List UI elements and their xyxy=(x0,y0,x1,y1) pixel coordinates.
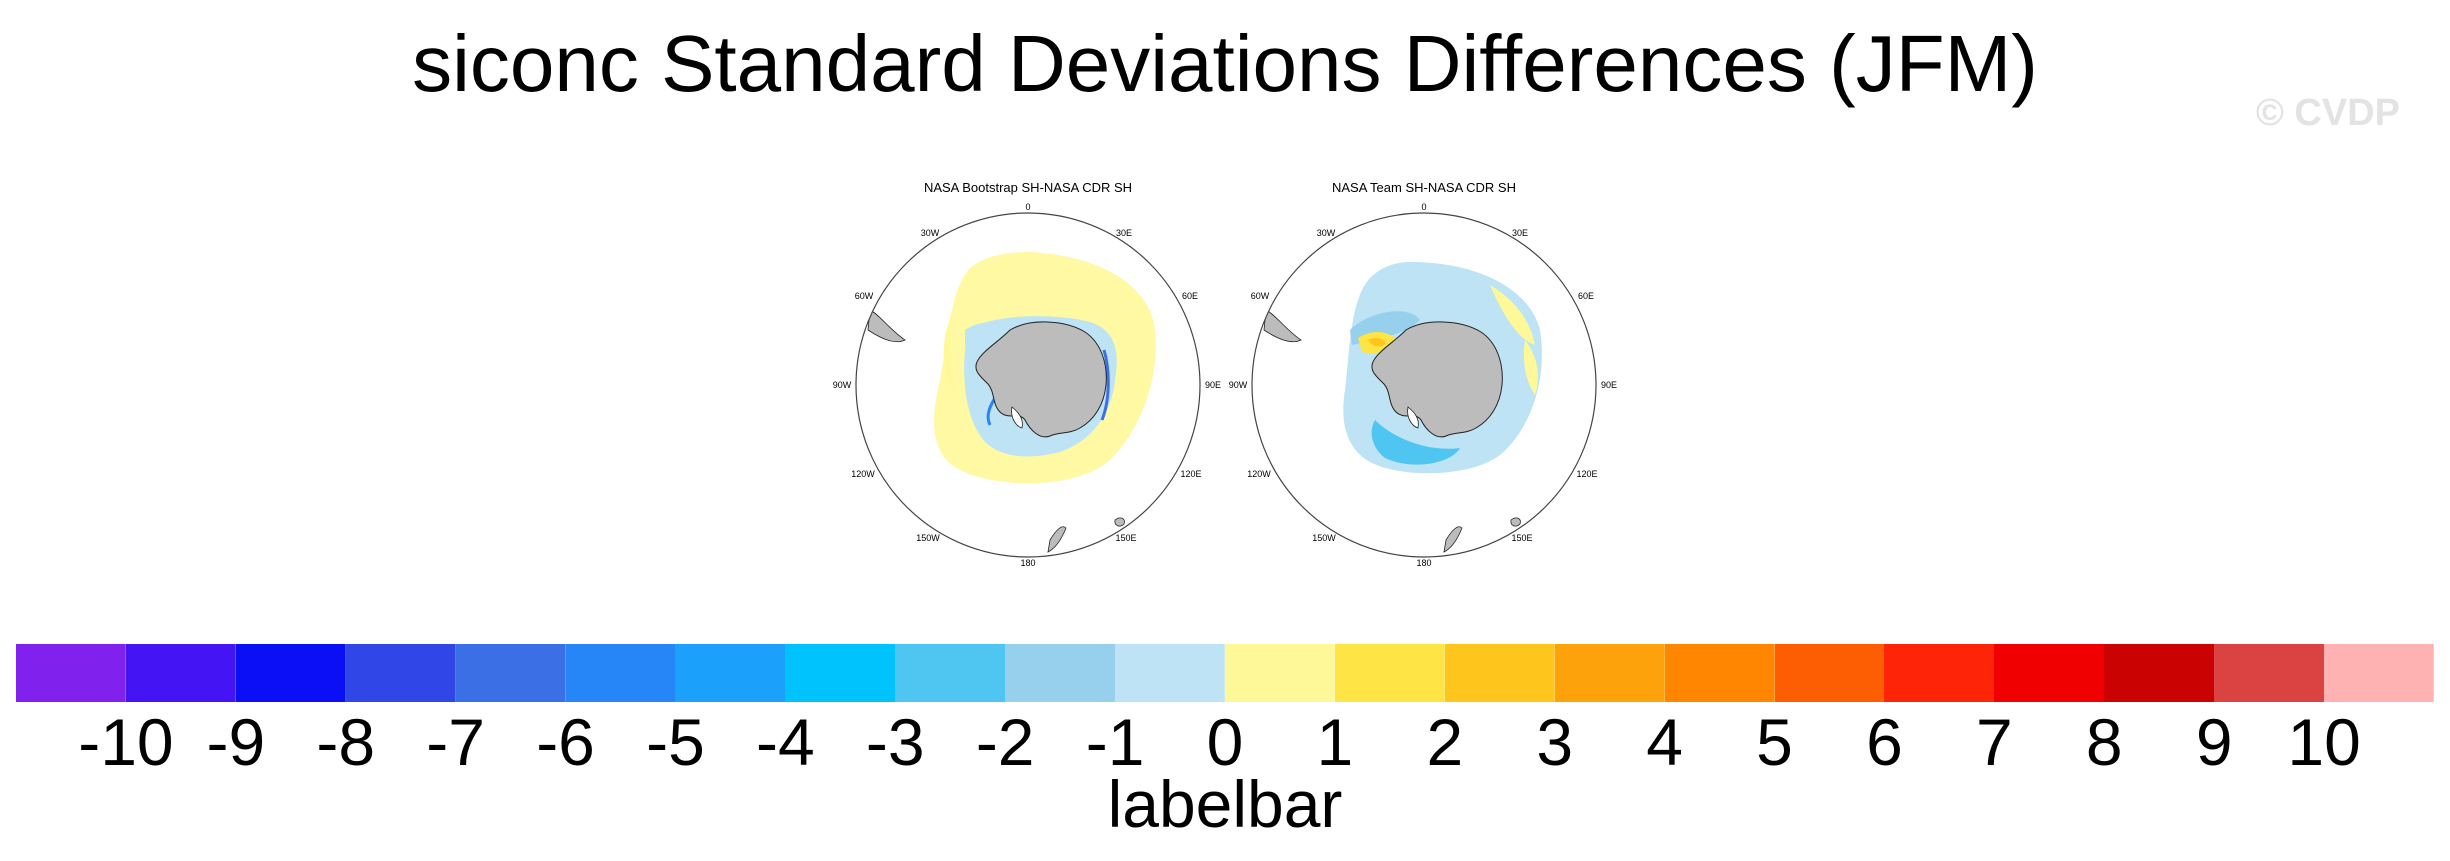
lon-label: 150E xyxy=(1115,533,1136,543)
labelbar-color-box xyxy=(455,644,567,702)
lon-label: 60W xyxy=(1251,291,1270,301)
labelbar-color-box xyxy=(125,644,237,702)
labelbar-tick-label: 3 xyxy=(1536,705,1574,779)
labelbar-tick-label: -9 xyxy=(206,705,266,779)
labelbar-color-box xyxy=(1444,644,1556,702)
labelbar-color-box xyxy=(2104,644,2215,702)
color-labelbar xyxy=(16,644,2435,702)
labelbar-tick-label: -3 xyxy=(865,705,925,779)
labelbar-tick-label: 8 xyxy=(2085,705,2123,779)
lon-label: 30W xyxy=(1317,228,1336,238)
watermark: © CVDP xyxy=(2255,92,2400,134)
labelbar-color-box xyxy=(345,644,457,702)
labelbar-color-box xyxy=(1554,644,1666,702)
lon-label: 120E xyxy=(1576,469,1597,479)
labelbar-tick-label: -1 xyxy=(1085,705,1145,779)
lon-label: 90W xyxy=(1229,380,1248,390)
labelbar-color-box xyxy=(895,644,1006,702)
page-title: siconc Standard Deviations Differences (… xyxy=(412,19,2038,108)
labelbar-tick-label: -7 xyxy=(426,705,485,779)
labelbar-color-box xyxy=(1664,644,1776,702)
antarctica-land xyxy=(1371,321,1503,438)
labelbar-tick-label: 0 xyxy=(1206,705,1244,779)
lon-label: 60E xyxy=(1182,291,1198,301)
lon-label: 90E xyxy=(1205,380,1221,390)
lon-label: 90E xyxy=(1601,380,1617,390)
labelbar-color-box xyxy=(1334,644,1446,702)
map-panel-1: NASA Bootstrap SH-NASA CDR SH 0 30E xyxy=(833,180,1221,568)
labelbar-tick-label: -10 xyxy=(78,705,174,779)
labelbar-tick-label: -8 xyxy=(316,705,376,779)
labelbar-tick-label: -4 xyxy=(756,705,815,779)
lon-label: 30E xyxy=(1512,228,1528,238)
lon-label: 60E xyxy=(1578,291,1594,301)
labelbar-tick-label: 9 xyxy=(2195,705,2233,779)
labelbar-color-box xyxy=(1005,644,1116,702)
labelbar-color-box xyxy=(675,644,786,702)
lon-label: 150E xyxy=(1511,533,1532,543)
labelbar-color-box xyxy=(565,644,676,702)
labelbar-color-box xyxy=(1774,644,1885,702)
labelbar-tick-label: -2 xyxy=(975,705,1035,779)
lon-label: 180 xyxy=(1020,558,1035,568)
labelbar-tick-label: 6 xyxy=(1866,705,1903,779)
labelbar-tick-label: 7 xyxy=(1976,705,2013,779)
lon-label: 30W xyxy=(921,228,940,238)
map-panel-2: NASA Team SH-NASA CDR SH 0 30E 60E 90 xyxy=(1229,180,1617,568)
labelbar-title: labelbar xyxy=(1107,767,1343,841)
labelbar-tick-label: 10 xyxy=(2287,705,2361,779)
lon-label: 150W xyxy=(916,533,940,543)
lon-label: 150W xyxy=(1312,533,1336,543)
lon-label: 120W xyxy=(851,469,875,479)
labelbar-color-box xyxy=(1994,644,2105,702)
labelbar-tick-label: -6 xyxy=(536,705,595,779)
panel-title: NASA Team SH-NASA CDR SH xyxy=(1332,180,1516,195)
polar-maps: NASA Bootstrap SH-NASA CDR SH 0 30E xyxy=(833,180,1617,568)
antarctica-land xyxy=(975,321,1107,438)
lon-label: 180 xyxy=(1416,558,1431,568)
negative-anomaly-patch xyxy=(1371,420,1460,465)
labelbar-tick-label: 2 xyxy=(1426,705,1464,779)
labelbar-tick-label: 5 xyxy=(1756,705,1793,779)
labelbar-tick-label: -5 xyxy=(646,705,705,779)
labelbar-color-box xyxy=(2214,644,2325,702)
labelbar-color-box xyxy=(1884,644,1995,702)
labelbar-color-box xyxy=(1225,644,1336,702)
labelbar-color-box xyxy=(235,644,347,702)
lon-label: 30E xyxy=(1116,228,1132,238)
lon-label: 0 xyxy=(1025,202,1030,212)
labelbar-color-box xyxy=(2324,644,2435,702)
labelbar-tick-label: 1 xyxy=(1316,705,1354,779)
lon-label: 120E xyxy=(1180,469,1201,479)
labelbar-color-box xyxy=(1115,644,1226,702)
lon-label: 90W xyxy=(833,380,852,390)
labelbar-color-box xyxy=(16,644,127,702)
labelbar-color-box xyxy=(785,644,896,702)
lon-label: 120W xyxy=(1247,469,1271,479)
lon-label: 0 xyxy=(1421,202,1426,212)
panel-title: NASA Bootstrap SH-NASA CDR SH xyxy=(924,180,1132,195)
labelbar-tick-label: 4 xyxy=(1646,705,1683,779)
lon-label: 60W xyxy=(855,291,874,301)
